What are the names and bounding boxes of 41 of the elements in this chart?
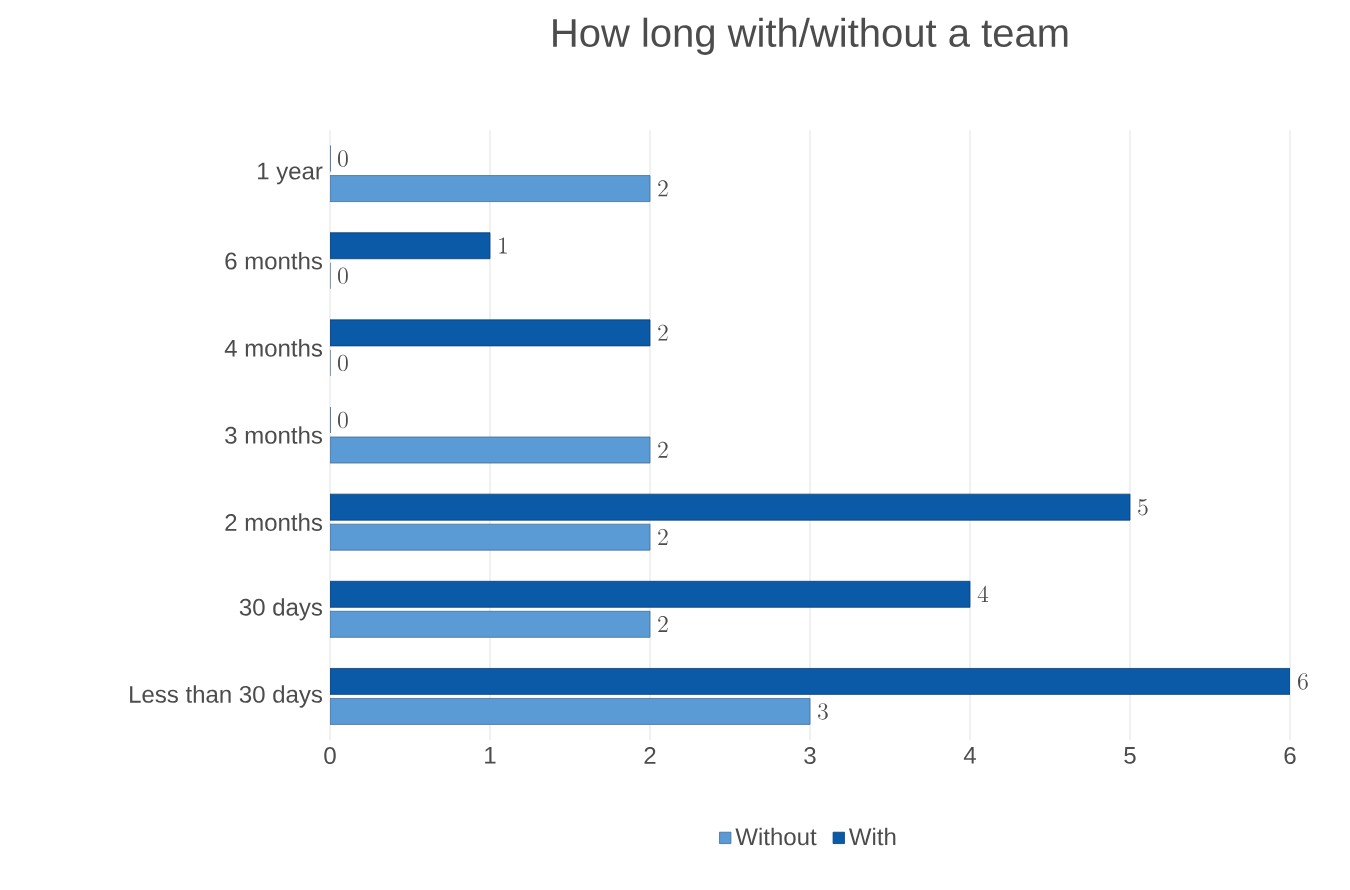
x-tick-label: 0 bbox=[324, 747, 336, 765]
data-label: 2 bbox=[658, 528, 668, 545]
y-tick-label: 3 months bbox=[225, 426, 323, 444]
x-tick-label: 4 bbox=[963, 747, 976, 764]
data-label: 2 bbox=[658, 441, 668, 458]
data-label: 2 bbox=[658, 324, 668, 341]
y-tick-label: 1 year bbox=[258, 162, 323, 185]
bar bbox=[330, 436, 651, 464]
y-tick-label: 4 months bbox=[224, 339, 323, 357]
data-label: 0 bbox=[338, 411, 348, 429]
x-tick-label: 5 bbox=[1124, 747, 1136, 764]
bar bbox=[330, 175, 651, 202]
data-label: 3 bbox=[818, 703, 828, 720]
bar bbox=[330, 610, 651, 638]
data-label: 6 bbox=[1298, 673, 1308, 690]
y-tick-label: 2 months bbox=[225, 513, 323, 531]
x-tick-label: 1 bbox=[485, 747, 496, 764]
y-tick-label: 6 months bbox=[225, 251, 323, 270]
data-label: 2 bbox=[658, 616, 668, 633]
bar bbox=[330, 319, 651, 347]
data-label: 2 bbox=[658, 180, 668, 197]
y-tick-label: 30 days bbox=[239, 598, 323, 621]
data-label: 5 bbox=[1138, 498, 1148, 516]
data-label: 0 bbox=[338, 150, 348, 167]
bar bbox=[330, 668, 1290, 695]
legend-label: Without bbox=[735, 827, 817, 846]
chart-title: How long with/without a team bbox=[553, 17, 1068, 55]
legend-label: With bbox=[848, 827, 896, 846]
bar bbox=[330, 493, 1131, 521]
bar bbox=[330, 232, 491, 260]
y-tick-label: Less than 30 days bbox=[130, 685, 323, 708]
x-tick-label: 3 bbox=[804, 747, 816, 765]
data-label: 0 bbox=[338, 267, 348, 284]
bar bbox=[330, 580, 971, 608]
bar bbox=[330, 698, 811, 725]
x-tick-label: 6 bbox=[1284, 747, 1296, 765]
data-label: 1 bbox=[499, 237, 507, 254]
x-tick-label: 2 bbox=[644, 747, 656, 764]
data-label: 0 bbox=[338, 354, 348, 372]
data-label: 4 bbox=[977, 585, 989, 603]
bar bbox=[330, 523, 651, 551]
